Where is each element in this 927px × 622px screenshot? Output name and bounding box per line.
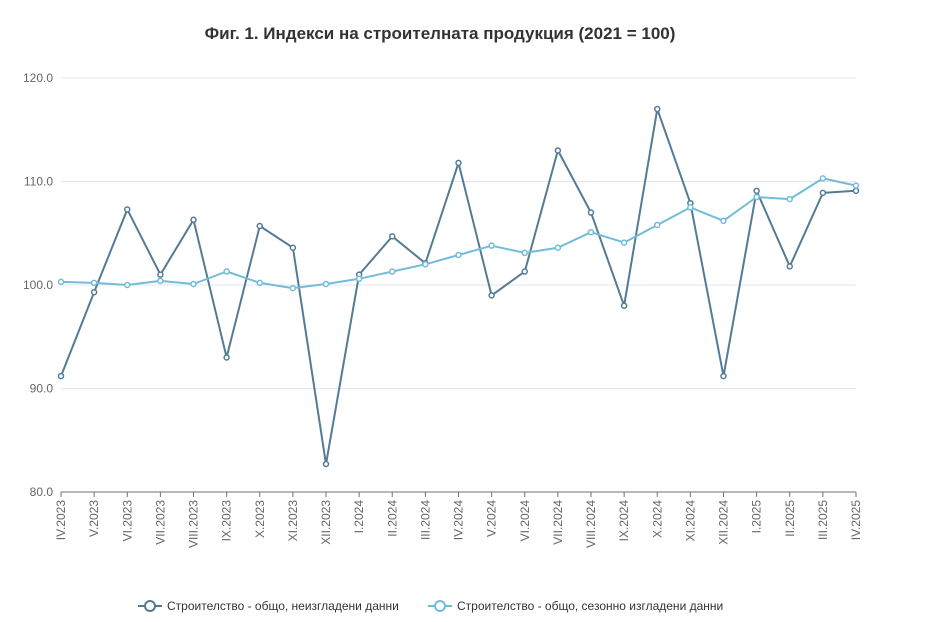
data-point [124,281,131,289]
data-point [720,217,727,225]
x-tick-label: IX.2024 [617,500,631,542]
data-point [687,204,694,211]
data-point [289,244,297,251]
x-tick-label: VIII.2024 [584,500,598,548]
x-tick-label: VI.2024 [518,500,532,542]
data-point [587,228,595,236]
axes: 80.0 90.0 100.0 110.0 120.0 IV.2023 V.2023 VI.2… [23,71,863,548]
x-tick-label: X.2024 [650,500,664,538]
data-point [852,187,860,195]
y-tick-label: 90.0 [30,382,54,396]
x-tick-label: VII.2023 [153,500,167,545]
x-tick-label: II.2025 [783,500,797,537]
data-point [90,288,98,296]
data-point [753,193,760,201]
data-point [190,216,197,224]
x-tick-label: VII.2024 [551,500,565,545]
data-point [157,277,164,285]
y-tick-label: 120.0 [23,71,53,85]
x-tick-label: III.2024 [418,500,432,540]
data-point [355,275,363,283]
data-point [620,239,628,246]
x-tick-label: IX.2023 [220,500,234,542]
data-point [587,209,595,216]
data-point [322,280,330,288]
data-point [488,242,495,249]
data-point [157,271,164,278]
data-point [654,105,661,113]
data-point [852,182,860,189]
data-point [786,195,793,203]
x-tick-label: IV.2023 [54,500,68,541]
x-tick-label: I.2025 [750,500,764,534]
legend-label: Строителство - общо, сезонно изгладени д… [457,599,723,613]
x-tick-label: IV.2024 [452,500,466,541]
x-tick-label: II.2024 [385,500,399,537]
data-point [455,251,462,259]
x-tick-label: V.2023 [87,500,101,537]
series-line-2 [60,177,857,290]
data-point [488,292,495,299]
data-point [521,268,528,275]
data-point [90,279,98,287]
x-tick-label: IV.2025 [849,500,863,541]
data-point [753,187,760,195]
data-point [554,147,562,154]
data-point [256,279,263,287]
data-point [554,244,562,251]
data-point [190,280,197,288]
data-point [422,261,429,268]
chart-title: Фиг. 1. Индекси на строителната продукци… [204,24,676,43]
x-tick-label: XII.2023 [319,500,333,545]
series-lines [57,105,860,468]
y-tick-label: 110.0 [24,175,53,189]
data-point [654,221,661,229]
data-point [455,159,462,167]
x-tick-label: VIII.2023 [187,500,201,548]
data-point [322,460,330,468]
grid-lines [61,77,856,493]
y-tick-label: 80.0 [30,485,54,499]
y-tick-label: 100.0 [23,278,53,292]
x-tick-label: X.2023 [253,500,267,538]
x-tick-label: XII.2024 [717,500,731,545]
x-tick-label: III.2025 [816,500,830,540]
x-tick-label: I.2024 [352,500,366,534]
data-point [620,302,628,309]
data-point [720,372,727,380]
data-point [786,263,793,270]
data-point [223,354,230,361]
data-point [389,268,396,275]
data-point [521,249,528,257]
data-point [819,189,827,197]
x-tick-label: XI.2023 [286,500,300,542]
legend-marker-icon [434,600,446,612]
x-tick-label: VI.2023 [120,500,134,542]
legend: Строителство - общо, неизгладени данни Ст… [138,599,723,613]
data-point [124,206,131,213]
data-point [389,233,396,240]
data-point [289,284,297,292]
x-tick-label: XI.2024 [683,500,697,542]
data-point [819,175,827,182]
x-tick-label: V.2024 [485,500,499,537]
data-point [223,268,230,275]
legend-label: Строителство - общо, неизгладени данни [167,599,399,613]
data-point [57,372,65,380]
data-point [256,222,263,230]
data-point [57,278,65,286]
legend-marker-icon [144,600,156,612]
